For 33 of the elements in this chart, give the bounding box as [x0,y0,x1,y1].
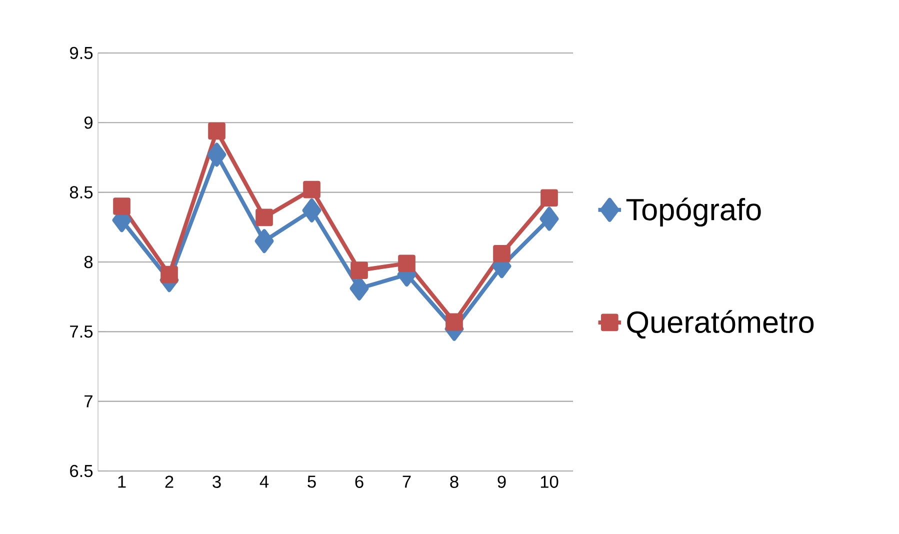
x-tick-label: 4 [260,476,269,488]
y-tick-label: 7.5 [70,326,93,338]
x-tick-label: 8 [450,476,458,488]
point [540,206,559,231]
point [350,262,368,280]
x-tick-label: 10 [540,476,558,488]
point [208,122,226,140]
x-tick-label: 9 [498,476,506,488]
y-tick-label: 9.5 [70,46,93,60]
x-tick-label: 7 [402,476,411,488]
y-tick-label: 6.5 [70,464,93,478]
x-tick-label: 3 [212,476,221,488]
point [493,244,510,262]
point [113,198,130,215]
point [160,266,178,284]
point [303,180,320,198]
y-tick-label: 7 [84,395,92,408]
x-tick-label: 1 [118,476,126,488]
legend-label: Queratómetro [627,310,814,339]
x-tick-label: 6 [355,476,364,488]
point [398,254,416,272]
point [540,189,558,207]
point [256,208,273,226]
y-tick-label: 9 [84,116,92,129]
point [207,142,226,167]
point [302,198,322,222]
point [446,313,463,331]
x-tick-label: 2 [165,476,174,488]
legend-label: Topógrafo [626,198,761,227]
x-tick-label: 5 [308,476,316,488]
point [254,229,274,254]
y-tick-label: 8 [84,256,93,268]
y-tick-label: 8.5 [70,186,93,198]
